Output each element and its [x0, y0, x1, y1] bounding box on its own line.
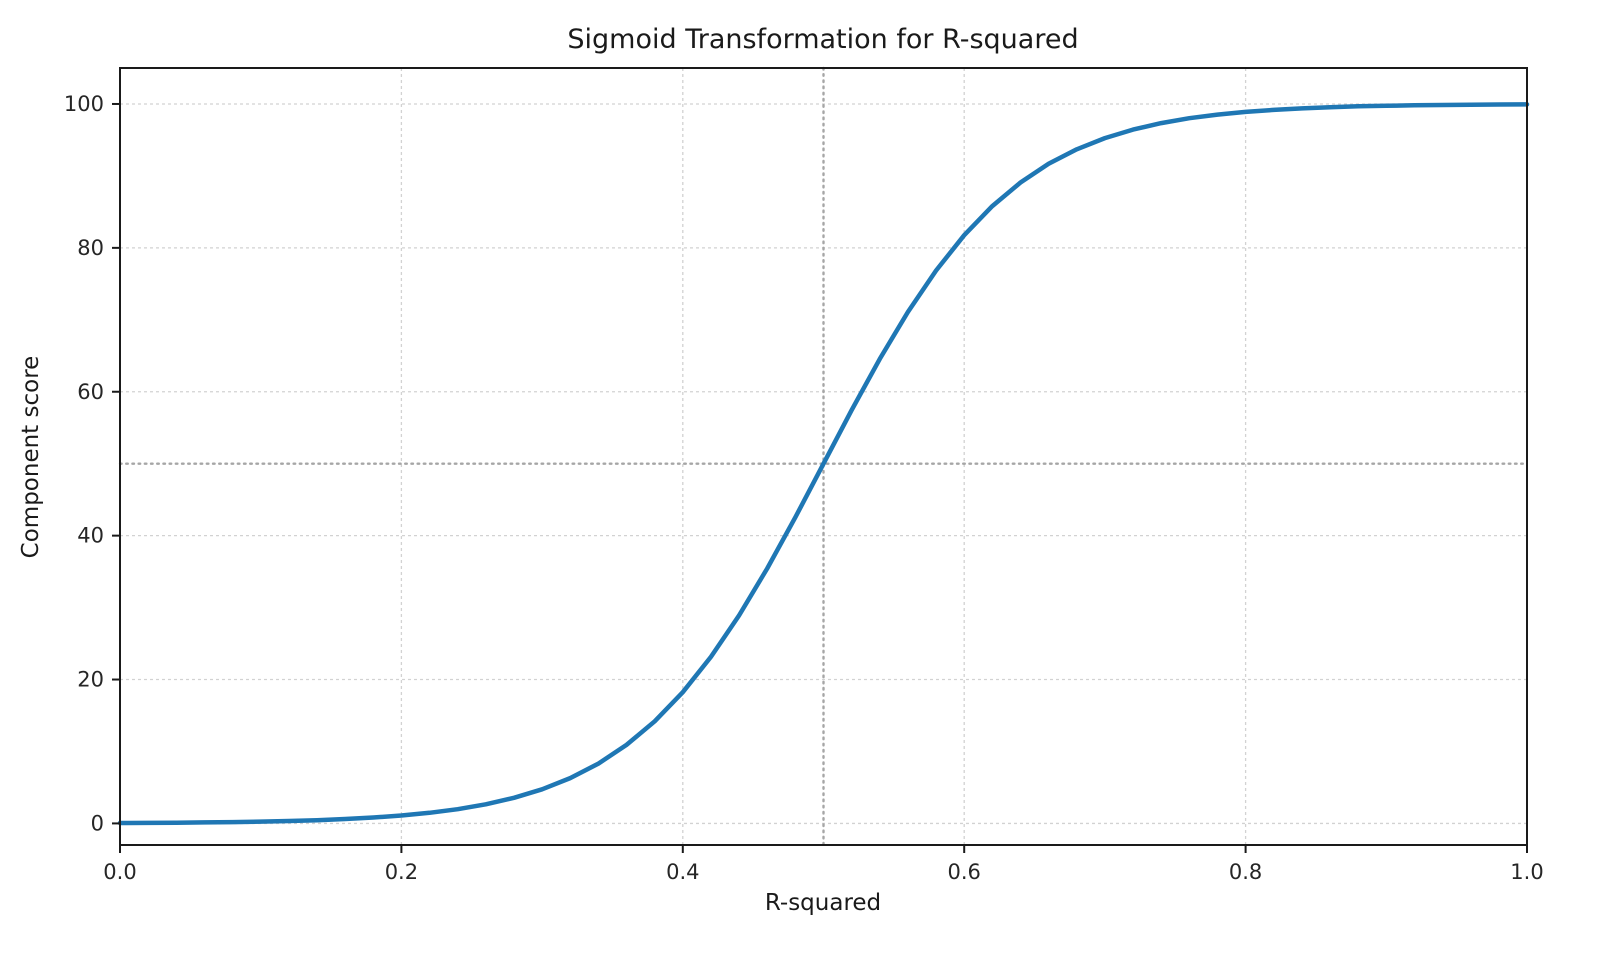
y-tick-label: 0: [91, 811, 104, 835]
x-tick-label: 0.0: [103, 860, 136, 884]
x-tick-label: 0.8: [1229, 860, 1262, 884]
x-axis-label: R-squared: [765, 890, 881, 916]
plot-border: [119, 67, 1528, 846]
y-axis-label: Component score: [18, 356, 44, 559]
y-tick-label: 20: [77, 668, 104, 692]
y-tick-label: 80: [77, 236, 104, 260]
x-tick-label: 1.0: [1510, 860, 1543, 884]
x-tick-label: 0.6: [947, 860, 980, 884]
x-tick-label: 0.2: [385, 860, 418, 884]
y-tick-label: 100: [64, 92, 104, 116]
plot-area: 0.0 0.2 0.4 0.6 0.8 1.0 0 20 40 60 80 100: [64, 66, 1544, 884]
y-tick-label: 40: [77, 524, 104, 548]
y-tick-label: 60: [77, 380, 104, 404]
chart-title: Sigmoid Transformation for R-squared: [567, 24, 1078, 55]
sigmoid-curve: [117, 102, 1530, 826]
x-tick-label: 0.4: [666, 860, 699, 884]
